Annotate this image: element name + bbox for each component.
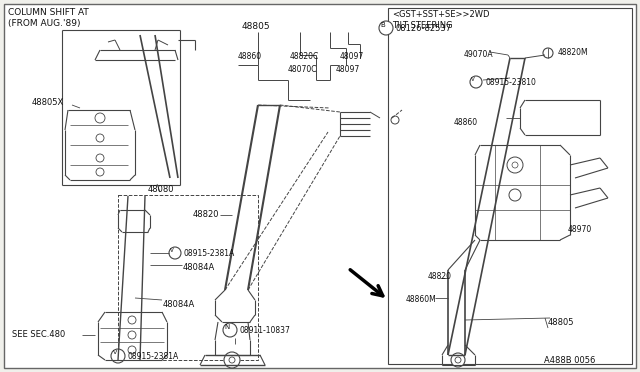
- Text: SEE SEC.480: SEE SEC.480: [12, 330, 65, 339]
- Text: 48084A: 48084A: [163, 300, 195, 309]
- Circle shape: [111, 349, 125, 363]
- Text: 48860: 48860: [454, 118, 478, 127]
- Text: N: N: [225, 324, 230, 330]
- Text: A488B 0056: A488B 0056: [544, 356, 595, 365]
- Circle shape: [128, 316, 136, 324]
- Text: 48070C: 48070C: [288, 65, 317, 74]
- Circle shape: [96, 154, 104, 162]
- Text: 08126-82537: 08126-82537: [395, 24, 451, 33]
- Text: V: V: [113, 350, 117, 356]
- Text: 48097: 48097: [340, 52, 364, 61]
- Text: 48970: 48970: [568, 225, 592, 234]
- Circle shape: [512, 162, 518, 168]
- Text: 48097: 48097: [336, 65, 360, 74]
- Circle shape: [95, 113, 105, 123]
- Text: TILT STEERING: TILT STEERING: [392, 21, 452, 30]
- Text: 08915-23810: 08915-23810: [485, 78, 536, 87]
- Circle shape: [455, 357, 461, 363]
- Text: 48820C: 48820C: [290, 52, 319, 61]
- Circle shape: [169, 247, 181, 259]
- Text: 48805: 48805: [242, 22, 271, 31]
- Text: 48084A: 48084A: [183, 263, 215, 272]
- Text: 48820M: 48820M: [558, 48, 589, 57]
- Circle shape: [470, 76, 482, 88]
- Text: 48860: 48860: [238, 52, 262, 61]
- Text: 48820: 48820: [428, 272, 452, 281]
- Text: COLUMN SHIFT AT: COLUMN SHIFT AT: [8, 8, 89, 17]
- Circle shape: [128, 331, 136, 339]
- Circle shape: [379, 21, 393, 35]
- Bar: [118, 195, 258, 360]
- Text: V: V: [471, 77, 475, 81]
- Text: 08915-2381A: 08915-2381A: [183, 249, 234, 258]
- Text: (FROM AUG.'89): (FROM AUG.'89): [8, 19, 81, 28]
- Text: 48805X: 48805X: [32, 98, 64, 107]
- Circle shape: [96, 134, 104, 142]
- Circle shape: [543, 48, 553, 58]
- Text: 48805: 48805: [548, 318, 575, 327]
- Circle shape: [509, 189, 521, 201]
- Text: 08915-2381A: 08915-2381A: [128, 352, 179, 361]
- Circle shape: [507, 157, 523, 173]
- Text: <GST+SST+SE>>2WD: <GST+SST+SE>>2WD: [392, 10, 490, 19]
- Text: 48860M: 48860M: [406, 295, 436, 304]
- Bar: [388, 8, 632, 364]
- Circle shape: [224, 352, 240, 368]
- Text: 48820: 48820: [193, 210, 220, 219]
- Text: 49070A: 49070A: [464, 50, 493, 59]
- Text: V: V: [170, 247, 174, 253]
- Circle shape: [229, 357, 235, 363]
- Circle shape: [451, 353, 465, 367]
- Text: 48080: 48080: [148, 185, 175, 194]
- Text: 08911-10837: 08911-10837: [240, 326, 291, 335]
- Circle shape: [223, 323, 237, 337]
- Circle shape: [391, 116, 399, 124]
- Circle shape: [128, 346, 136, 354]
- Circle shape: [96, 168, 104, 176]
- Text: B: B: [381, 22, 385, 28]
